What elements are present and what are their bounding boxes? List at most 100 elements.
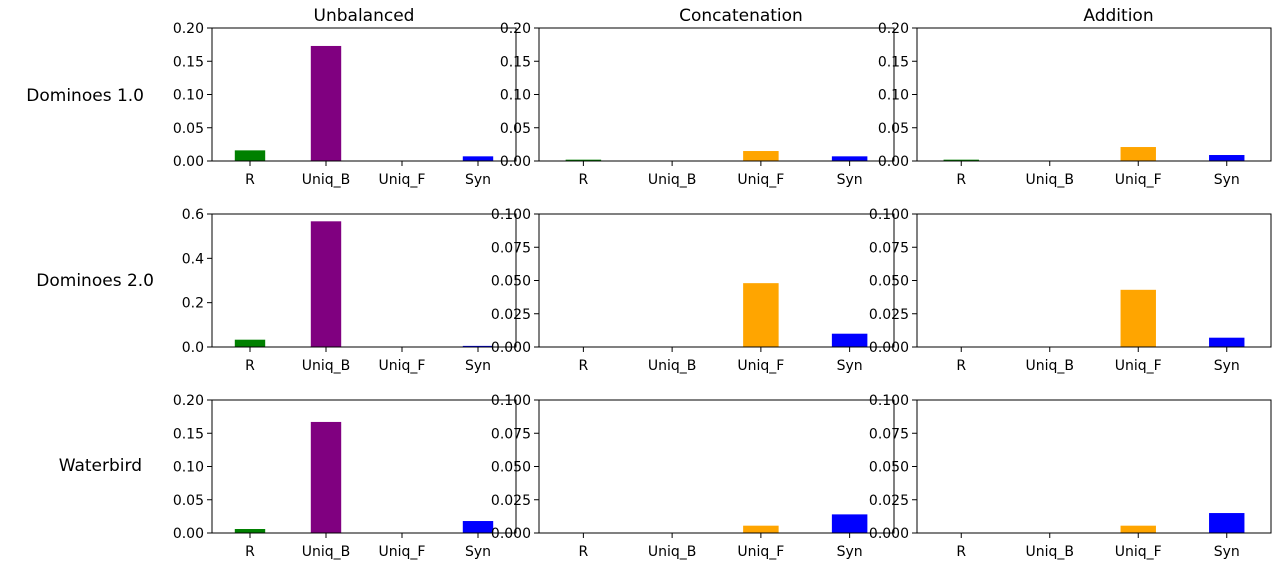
y-tick-label: 0.20 — [173, 21, 204, 37]
x-tick-label-uniq-b: Uniq_B — [302, 172, 351, 188]
x-tick-label-syn: Syn — [465, 358, 491, 374]
x-tick-label-syn: Syn — [837, 544, 863, 560]
y-tick-label: 0.10 — [173, 88, 204, 104]
y-tick-label: 0.075 — [869, 426, 909, 442]
bar-r — [234, 150, 266, 161]
y-tick-label: 0.050 — [491, 274, 531, 290]
x-tick-label-uniq-f: Uniq_F — [379, 544, 426, 560]
subplot-r2-c2: R Uniq_B Uniq_F Syn 0.000 0.025 0.050 0.075 0.10… — [869, 393, 1272, 560]
y-tick-label: 0.025 — [869, 493, 909, 509]
y-tick-label: 0.2 — [182, 296, 204, 312]
bar-r — [234, 339, 266, 347]
x-tick-label-r: R — [245, 358, 255, 374]
x-tick-label-uniq-b: Uniq_B — [1025, 544, 1074, 560]
bar-uniq-f — [743, 525, 779, 533]
y-tick-label: 0.05 — [500, 121, 531, 137]
bar-r — [943, 159, 979, 161]
y-tick-label: 0.00 — [173, 154, 204, 170]
x-tick-label-r: R — [245, 172, 255, 188]
x-tick-label-syn: Syn — [837, 172, 863, 188]
y-tick-label: 0.10 — [500, 88, 531, 104]
bar-syn — [462, 156, 494, 161]
y-tick-label: 0.100 — [869, 393, 909, 409]
x-tick-label-uniq-f: Uniq_F — [1115, 358, 1162, 374]
axes-frame — [538, 399, 895, 534]
axes-frame — [538, 213, 895, 348]
x-tick-label-syn: Syn — [1214, 358, 1240, 374]
x-tick-label-uniq-f: Uniq_F — [1115, 172, 1162, 188]
y-tick-label: 0.15 — [173, 54, 204, 70]
y-tick-label: 0.20 — [500, 21, 531, 37]
bar-uniq-f — [743, 151, 779, 161]
y-tick-label: 0.00 — [173, 526, 204, 542]
x-tick-label-r: R — [579, 172, 589, 188]
axes-frame — [211, 213, 517, 348]
y-tick-label: 0.05 — [173, 493, 204, 509]
subplot-r2-c1: R Uniq_B Uniq_F Syn 0.000 0.025 0.050 0.075 0.10… — [491, 393, 895, 560]
y-tick-label: 0.000 — [491, 340, 531, 356]
y-tick-label: 0.050 — [491, 460, 531, 476]
x-tick-label-uniq-b: Uniq_B — [1025, 358, 1074, 374]
x-tick-label-uniq-f: Uniq_F — [737, 544, 784, 560]
col-title-unbalanced: Unbalanced — [314, 6, 415, 26]
axes-frame — [211, 399, 517, 534]
row-label-waterbird: Waterbird — [59, 456, 142, 476]
y-tick-label: 0.20 — [173, 393, 204, 409]
y-tick-label: 0.4 — [182, 251, 204, 267]
x-tick-label-syn: Syn — [465, 172, 491, 188]
x-tick-label-r: R — [956, 544, 966, 560]
y-tick-label: 0.15 — [500, 54, 531, 70]
y-tick-label: 0.10 — [878, 88, 909, 104]
bar-uniq-b — [310, 45, 342, 161]
x-tick-label-r: R — [245, 544, 255, 560]
y-tick-label: 0.050 — [869, 274, 909, 290]
bar-uniq-b — [310, 221, 342, 347]
bar-syn — [462, 345, 494, 347]
axes-frame — [211, 27, 517, 162]
bar-uniq-f — [1120, 289, 1156, 347]
row-label-dominoes-2: Dominoes 2.0 — [36, 271, 154, 291]
x-tick-label-r: R — [579, 544, 589, 560]
x-tick-label-uniq-f: Uniq_F — [1115, 544, 1162, 560]
bar-syn — [1209, 155, 1245, 161]
x-tick-label-syn: Syn — [837, 358, 863, 374]
y-tick-label: 0.00 — [878, 154, 909, 170]
row-labels: Dominoes 1.0 Dominoes 2.0 Waterbird — [26, 86, 154, 476]
subplot-r0-c1: R Uniq_B Uniq_F Syn 0.00 0.05 0.10 0.15 0.20 — [500, 21, 895, 188]
x-tick-label-r: R — [579, 358, 589, 374]
y-tick-label: 0.025 — [869, 307, 909, 323]
subplot-r2-c0: R Uniq_B Uniq_F Syn 0.00 0.05 0.10 0.15 0.20 — [173, 393, 517, 560]
bar-uniq-f — [1120, 147, 1156, 161]
bar-syn — [462, 521, 494, 533]
subplot-r1-c1: R Uniq_B Uniq_F Syn 0.000 0.025 0.050 0.075 0.10… — [491, 207, 895, 374]
x-tick-label-uniq-b: Uniq_B — [302, 544, 351, 560]
y-tick-label: 0.075 — [869, 240, 909, 256]
x-tick-label-uniq-b: Uniq_B — [648, 172, 697, 188]
x-tick-label-uniq-b: Uniq_B — [302, 358, 351, 374]
y-tick-label: 0.025 — [491, 307, 531, 323]
bar-r — [234, 529, 266, 533]
y-tick-label: 0.15 — [173, 426, 204, 442]
y-tick-label: 0.100 — [491, 393, 531, 409]
subplot-r1-c0: R Uniq_B Uniq_F Syn 0.0 0.2 0.4 0.6 — [182, 207, 517, 374]
y-tick-label: 0.15 — [878, 54, 909, 70]
x-tick-label-r: R — [956, 172, 966, 188]
x-tick-label-r: R — [956, 358, 966, 374]
subplot-r1-c2: R Uniq_B Uniq_F Syn 0.000 0.025 0.050 0.075 0.10… — [869, 207, 1272, 374]
x-tick-label-uniq-f: Uniq_F — [379, 358, 426, 374]
column-titles: Unbalanced Concatenation Addition — [314, 6, 1154, 26]
y-tick-label: 0.000 — [869, 340, 909, 356]
bar-syn — [1209, 337, 1245, 347]
y-tick-label: 0.05 — [173, 121, 204, 137]
bar-syn — [831, 514, 868, 533]
x-tick-label-uniq-f: Uniq_F — [737, 358, 784, 374]
y-tick-label: 0.000 — [869, 526, 909, 542]
col-title-concatenation: Concatenation — [679, 6, 803, 26]
y-tick-label: 0.20 — [878, 21, 909, 37]
y-tick-label: 0.10 — [173, 460, 204, 476]
bar-syn — [1209, 513, 1245, 533]
y-tick-label: 0.075 — [491, 240, 531, 256]
y-tick-label: 0.075 — [491, 426, 531, 442]
x-tick-label-uniq-f: Uniq_F — [737, 172, 784, 188]
